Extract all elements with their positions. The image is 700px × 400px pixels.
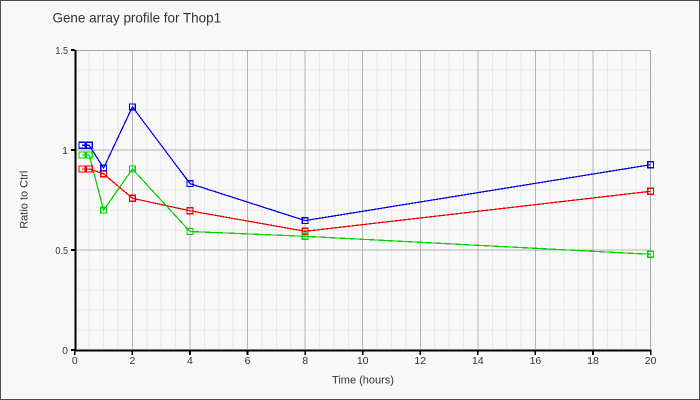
svg-text:14: 14 bbox=[472, 355, 484, 367]
svg-text:0: 0 bbox=[72, 355, 78, 367]
svg-text:4: 4 bbox=[187, 355, 193, 367]
svg-text:Gene array profile for Thop1: Gene array profile for Thop1 bbox=[53, 10, 222, 25]
svg-text:18: 18 bbox=[587, 355, 599, 367]
svg-text:1: 1 bbox=[62, 145, 68, 157]
svg-text:Ratio to Ctrl: Ratio to Ctrl bbox=[19, 171, 31, 229]
svg-text:10: 10 bbox=[357, 355, 369, 367]
svg-text:1.5: 1.5 bbox=[55, 45, 68, 57]
svg-text:6: 6 bbox=[245, 355, 251, 367]
svg-text:2: 2 bbox=[129, 355, 135, 367]
svg-text:Time (hours): Time (hours) bbox=[332, 375, 394, 387]
svg-text:8: 8 bbox=[302, 355, 308, 367]
svg-text:16: 16 bbox=[530, 355, 542, 367]
svg-text:12: 12 bbox=[414, 355, 426, 367]
svg-text:0: 0 bbox=[62, 345, 68, 357]
svg-text:0.5: 0.5 bbox=[55, 245, 68, 257]
svg-text:20: 20 bbox=[645, 355, 657, 367]
